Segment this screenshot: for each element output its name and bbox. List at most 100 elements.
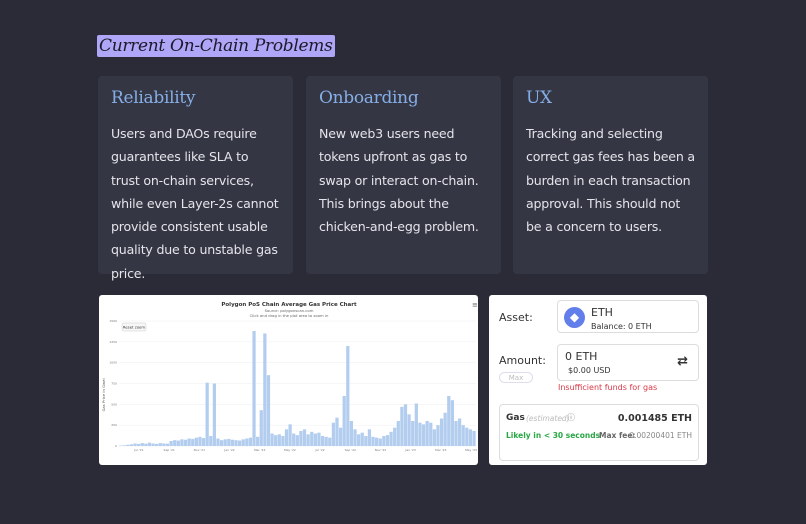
- bar: [313, 433, 317, 446]
- bar: [266, 375, 271, 446]
- bar: [126, 444, 130, 446]
- y-tick-label: 1500: [109, 319, 117, 323]
- y-tick-label: 250: [111, 423, 117, 427]
- bar: [375, 437, 379, 446]
- x-tick-label: Jul '22: [314, 448, 324, 452]
- bar: [212, 383, 217, 446]
- menu-icon[interactable]: ≡: [472, 301, 478, 309]
- card-heading: Reliability: [111, 88, 196, 108]
- chart-hint: Click and drag in the plot area to zoom …: [250, 313, 329, 318]
- info-icon[interactable]: ⓘ: [567, 413, 575, 422]
- bar: [396, 421, 400, 446]
- bar: [198, 436, 202, 446]
- x-tick-label: Nov '21: [194, 448, 206, 452]
- bar: [209, 436, 213, 446]
- bar: [335, 417, 339, 446]
- bar: [324, 436, 328, 446]
- bar: [144, 443, 148, 446]
- bar: [447, 396, 451, 446]
- bar: [187, 438, 191, 446]
- asset-label: Asset:: [499, 311, 533, 324]
- y-axis-label: Gas Price in Gwei: [101, 378, 106, 411]
- bar: [263, 333, 267, 446]
- max-fee-label: Max fee:: [599, 431, 636, 440]
- ux-card: UX Tracking and selecting correct gas fe…: [513, 76, 708, 274]
- bar: [393, 427, 397, 446]
- x-tick-label: Sep '21: [164, 448, 175, 452]
- bar: [357, 434, 361, 446]
- x-tick-label: May '23: [465, 448, 477, 452]
- gas-price-chart: Polygon PoS Chain Average Gas Price Char…: [99, 295, 478, 465]
- likely-time: Likely in < 30 seconds: [506, 431, 601, 440]
- bar: [223, 439, 227, 446]
- bar: [169, 441, 173, 446]
- bar: [140, 443, 144, 446]
- bar: [468, 429, 473, 446]
- bar: [328, 437, 332, 446]
- bar: [180, 439, 184, 446]
- bar: [183, 439, 188, 446]
- bar: [378, 438, 382, 446]
- bar: [227, 438, 231, 446]
- balance-value: 0 ETH: [628, 322, 652, 331]
- swap-icon[interactable]: ⇄: [677, 354, 688, 369]
- y-tick-label: 1000: [109, 361, 117, 365]
- bar: [338, 427, 343, 446]
- amount-usd: $0.00 USD: [568, 366, 611, 375]
- card-body: Users and DAOs require guarantees like S…: [111, 126, 279, 281]
- wallet-send-panel: Asset: ◆ ETH Balance: 0 ETH Amount: Max …: [489, 295, 707, 465]
- asset-selector[interactable]: ◆ ETH Balance: 0 ETH: [557, 300, 699, 333]
- gas-box: Gas (estimated) ⓘ 0.001485 ETH Likely in…: [499, 404, 699, 461]
- bar: [292, 433, 296, 446]
- max-button[interactable]: Max: [499, 372, 533, 383]
- bar: [465, 427, 469, 446]
- bar: [382, 436, 386, 446]
- bar: [295, 435, 299, 446]
- onboarding-card: Onboarding New web3 users need tokens up…: [306, 76, 501, 274]
- x-tick-label: Mar '22: [254, 448, 265, 452]
- gas-label: Gas: [506, 413, 525, 423]
- bar: [129, 444, 134, 446]
- bar: [122, 445, 126, 446]
- bar: [461, 425, 465, 446]
- amount-input[interactable]: 0 ETH $0.00 USD ⇄: [557, 344, 699, 381]
- y-tick-label: 0: [115, 444, 117, 448]
- bar: [310, 431, 314, 446]
- reset-zoom-button[interactable]: [121, 322, 147, 332]
- bar: [176, 440, 180, 446]
- bar: [155, 443, 159, 446]
- eth-icon: ◆: [564, 307, 585, 328]
- bar: [407, 414, 411, 446]
- bar: [320, 436, 325, 446]
- chart-title: Polygon PoS Chain Average Gas Price Char…: [221, 302, 357, 308]
- bar: [281, 436, 285, 446]
- bar: [353, 429, 357, 446]
- gas-value: 0.001485 ETH: [617, 413, 692, 424]
- bar: [270, 433, 274, 446]
- x-tick-label: Jan '22: [223, 448, 234, 452]
- bar: [342, 396, 346, 446]
- bar: [371, 436, 375, 446]
- bar: [421, 424, 426, 446]
- x-tick-label: Jan '23: [405, 448, 416, 452]
- bar: [147, 442, 152, 446]
- bar: [288, 424, 292, 446]
- bar: [252, 331, 256, 446]
- bar: [205, 382, 209, 446]
- bar: [418, 422, 422, 446]
- x-tick-label: Mar '23: [435, 448, 446, 452]
- bar: [191, 438, 195, 446]
- bar: [248, 437, 253, 446]
- bar: [389, 431, 393, 446]
- bar: [151, 443, 155, 446]
- bar: [360, 432, 364, 446]
- bar: [274, 435, 278, 446]
- bar: [454, 421, 458, 446]
- bar: [317, 432, 321, 446]
- chart-svg: Polygon PoS Chain Average Gas Price Char…: [101, 301, 478, 452]
- bar: [299, 431, 303, 446]
- bar: [450, 400, 455, 446]
- asset-name: ETH: [591, 306, 613, 319]
- bar: [216, 438, 220, 446]
- bar: [346, 346, 350, 446]
